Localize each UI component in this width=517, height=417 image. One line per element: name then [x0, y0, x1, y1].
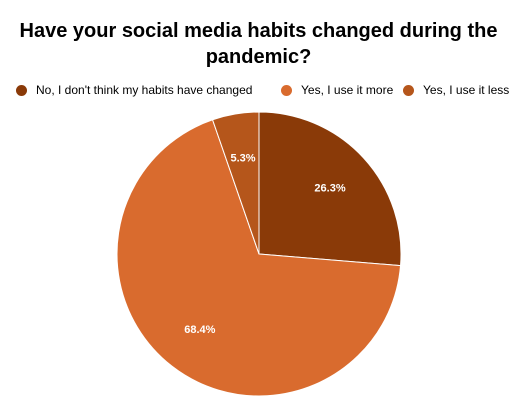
legend-item-not-changed[interactable]: No, I don't think my habits have changed: [16, 80, 252, 100]
chart-title: Have your social media habits changed du…: [0, 18, 517, 70]
legend-swatch-use-more: [281, 84, 292, 96]
pie-label-not-changed: 26.3%: [314, 182, 345, 194]
pie-slice-labels: 26.3% 68.4% 5.3%: [184, 153, 346, 337]
pie-chart: 26.3% 68.4% 5.3%: [116, 111, 402, 397]
legend-label-use-more: Yes, I use it more: [301, 83, 394, 97]
legend-item-use-less[interactable]: Yes, I use it less: [403, 80, 509, 100]
pie-slices: [116, 111, 402, 397]
legend-label-use-less: Yes, I use it less: [423, 83, 510, 97]
legend-swatch-not-changed: [16, 84, 27, 96]
chart-title-line-2: pandemic?: [205, 46, 312, 68]
pie-label-use-less: 5.3%: [230, 153, 255, 165]
legend-swatch-use-less: [403, 84, 414, 96]
legend-item-use-more[interactable]: Yes, I use it more: [281, 80, 393, 100]
pie-slice-use-more[interactable]: [116, 119, 402, 397]
chart-title-line-1: Have your social media habits changed du…: [19, 20, 498, 42]
pie-slice-use-less[interactable]: [211, 111, 260, 255]
legend-label-not-changed: No, I don't think my habits have changed: [36, 83, 253, 97]
pie-label-use-more: 68.4%: [184, 324, 215, 336]
pie-slice-not-changed[interactable]: [258, 111, 402, 267]
chart-legend: No, I don't think my habits have changed…: [16, 80, 511, 100]
